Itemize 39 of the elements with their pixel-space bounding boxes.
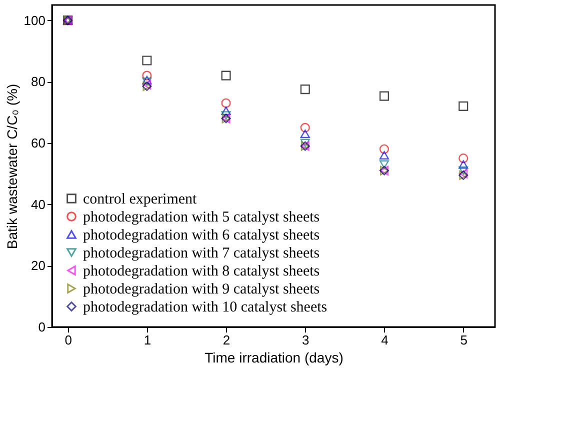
point	[458, 154, 468, 164]
y-tick-label: 0	[38, 320, 46, 334]
x-tick-label: 5	[460, 332, 468, 348]
y-tick-label: 100	[24, 12, 46, 28]
x-tick-label: 1	[144, 332, 152, 348]
legend-label: photodegradation with 10 catalyst sheets	[83, 300, 328, 316]
point	[379, 160, 390, 169]
point	[379, 91, 390, 101]
point	[221, 111, 231, 120]
y-axis-title: Batik wastewater C/C₀ (%)	[4, 84, 20, 250]
point	[300, 130, 310, 138]
x-tick-label: 3	[302, 332, 310, 348]
legend-label: photodegradation with 7 catalyst sheets	[83, 246, 320, 262]
y-tick-label: 20	[31, 258, 46, 274]
x-tick-label: 2	[222, 332, 230, 348]
point	[379, 151, 390, 160]
point	[458, 101, 468, 111]
legend-label: control experiment	[83, 192, 198, 208]
y-tick-label: 40	[31, 196, 46, 212]
x-tick-label: 0	[64, 332, 72, 348]
legend-label: photodegradation with 5 catalyst sheets	[83, 210, 320, 226]
point	[300, 84, 310, 94]
point	[142, 70, 152, 80]
point	[300, 122, 310, 132]
legend-label: photodegradation with 9 catalyst sheets	[83, 282, 320, 298]
y-tick-label: 80	[31, 74, 46, 90]
y-tick-label: 60	[31, 136, 46, 150]
point	[221, 98, 231, 108]
legend-label: photodegradation with 6 catalyst sheets	[83, 228, 320, 244]
point	[142, 56, 152, 66]
point	[221, 70, 231, 80]
x-axis-title: Time irradiation (days)	[204, 350, 344, 366]
x-tick-label: 4	[381, 332, 388, 348]
point	[458, 166, 468, 175]
point	[458, 160, 468, 169]
point	[221, 106, 231, 116]
point	[379, 144, 390, 154]
point	[300, 138, 310, 148]
legend-label: photodegradation with 8 catalyst sheets	[83, 264, 320, 280]
